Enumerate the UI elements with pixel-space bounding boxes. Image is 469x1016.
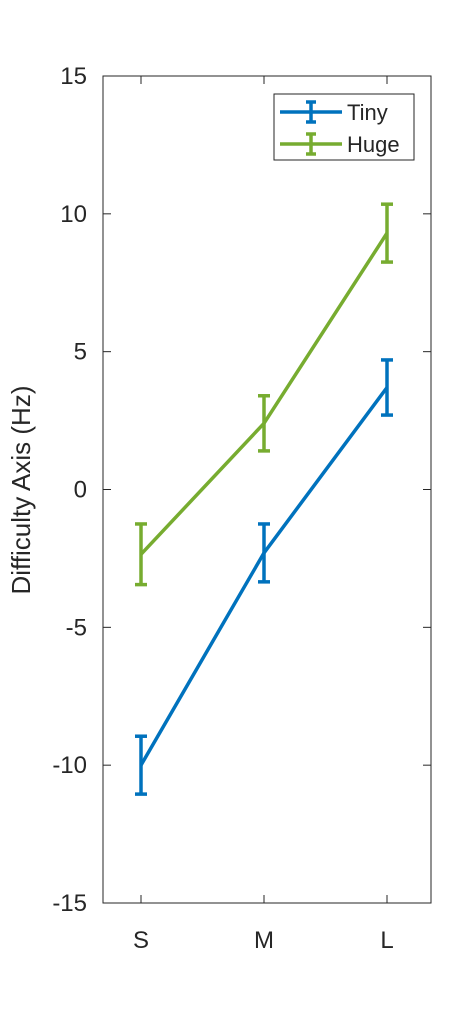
x-tick-label: L [380,927,393,954]
y-tick-label: -15 [52,890,87,917]
legend-label: Huge [347,132,400,157]
error-bar [135,522,147,587]
y-tick-label: -10 [52,752,87,779]
error-bar [258,522,270,584]
errorbar-line-icon [280,132,342,156]
plot-area [103,76,431,903]
y-tick-label: 0 [74,477,87,504]
series-tiny [135,358,393,796]
errorbar-line-icon [280,100,342,124]
legend-box [273,93,415,161]
y-ticks: 15 10 5 0 -5 -10 -15 [52,63,431,917]
error-bar [381,358,393,417]
y-tick-label: -5 [66,614,87,641]
y-axis-label: Difficulty Axis (Hz) [6,386,36,595]
y-tick-label: 15 [60,63,87,90]
legend-item-tiny[interactable]: Tiny [280,100,388,125]
x-tick-label: S [133,927,149,954]
legend[interactable]: Tiny Huge [273,93,415,161]
series-layer [135,202,393,796]
error-bar [381,202,393,264]
y-tick-label: 10 [60,201,87,228]
legend-item-huge[interactable]: Huge [280,132,400,157]
error-bar [135,734,147,796]
y-tick-label: 5 [74,339,87,366]
error-bar [258,394,270,453]
legend-label: Tiny [347,100,388,125]
series-huge [135,202,393,587]
x-tick-label: M [254,927,274,954]
